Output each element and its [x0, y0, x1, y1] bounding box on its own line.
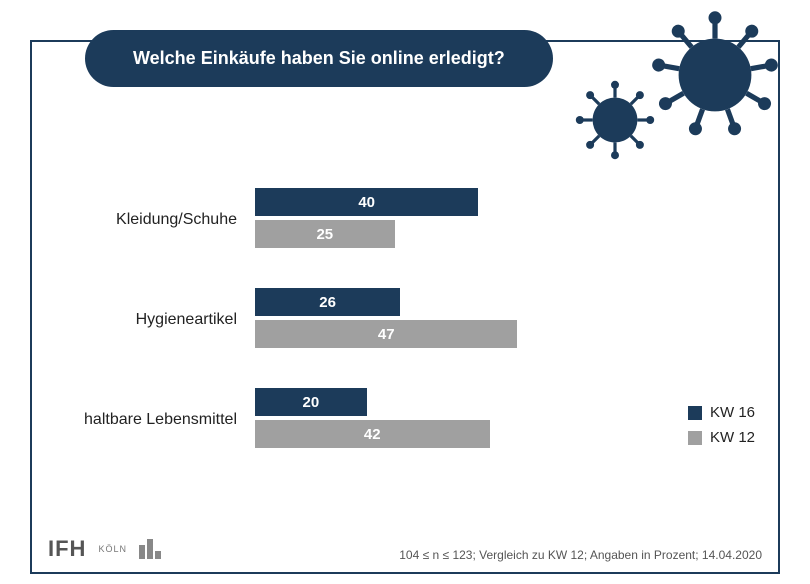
bar: 40: [255, 188, 478, 216]
chart-footer: IFH KÖLN 104 ≤ n ≤ 123; Vergleich zu KW …: [48, 536, 762, 562]
chart-row: Kleidung/Schuhe4025: [70, 180, 590, 260]
bar: 42: [255, 420, 490, 448]
bar: 47: [255, 320, 517, 348]
bar: 20: [255, 388, 367, 416]
legend-item: KW 16: [688, 404, 755, 421]
chart-legend: KW 16 KW 12: [688, 404, 755, 454]
category-label: Kleidung/Schuhe: [70, 211, 245, 229]
virus-icon-large: [650, 10, 780, 140]
legend-label: KW 12: [710, 429, 755, 446]
legend-item: KW 12: [688, 429, 755, 446]
logo-mark-icon: [139, 539, 161, 559]
virus-icon-small: [575, 80, 655, 160]
chart-row: haltbare Lebensmittel2042: [70, 380, 590, 460]
bar-chart: Kleidung/Schuhe4025Hygieneartikel2647hal…: [70, 180, 590, 484]
legend-swatch: [688, 431, 702, 445]
logo: IFH KÖLN: [48, 536, 161, 562]
bar: 26: [255, 288, 400, 316]
bar-group: 2042: [255, 388, 590, 452]
legend-label: KW 16: [710, 404, 755, 421]
chart-row: Hygieneartikel2647: [70, 280, 590, 360]
chart-title: Welche Einkäufe haben Sie online erledig…: [85, 30, 553, 87]
category-label: haltbare Lebensmittel: [70, 411, 245, 429]
bar: 25: [255, 220, 395, 248]
legend-swatch: [688, 406, 702, 420]
category-label: Hygieneartikel: [70, 311, 245, 329]
logo-ifh-text: IFH: [48, 536, 86, 562]
logo-koln-text: KÖLN: [98, 544, 127, 554]
bar-group: 2647: [255, 288, 590, 352]
footnote: 104 ≤ n ≤ 123; Vergleich zu KW 12; Angab…: [399, 548, 762, 562]
bar-group: 4025: [255, 188, 590, 252]
